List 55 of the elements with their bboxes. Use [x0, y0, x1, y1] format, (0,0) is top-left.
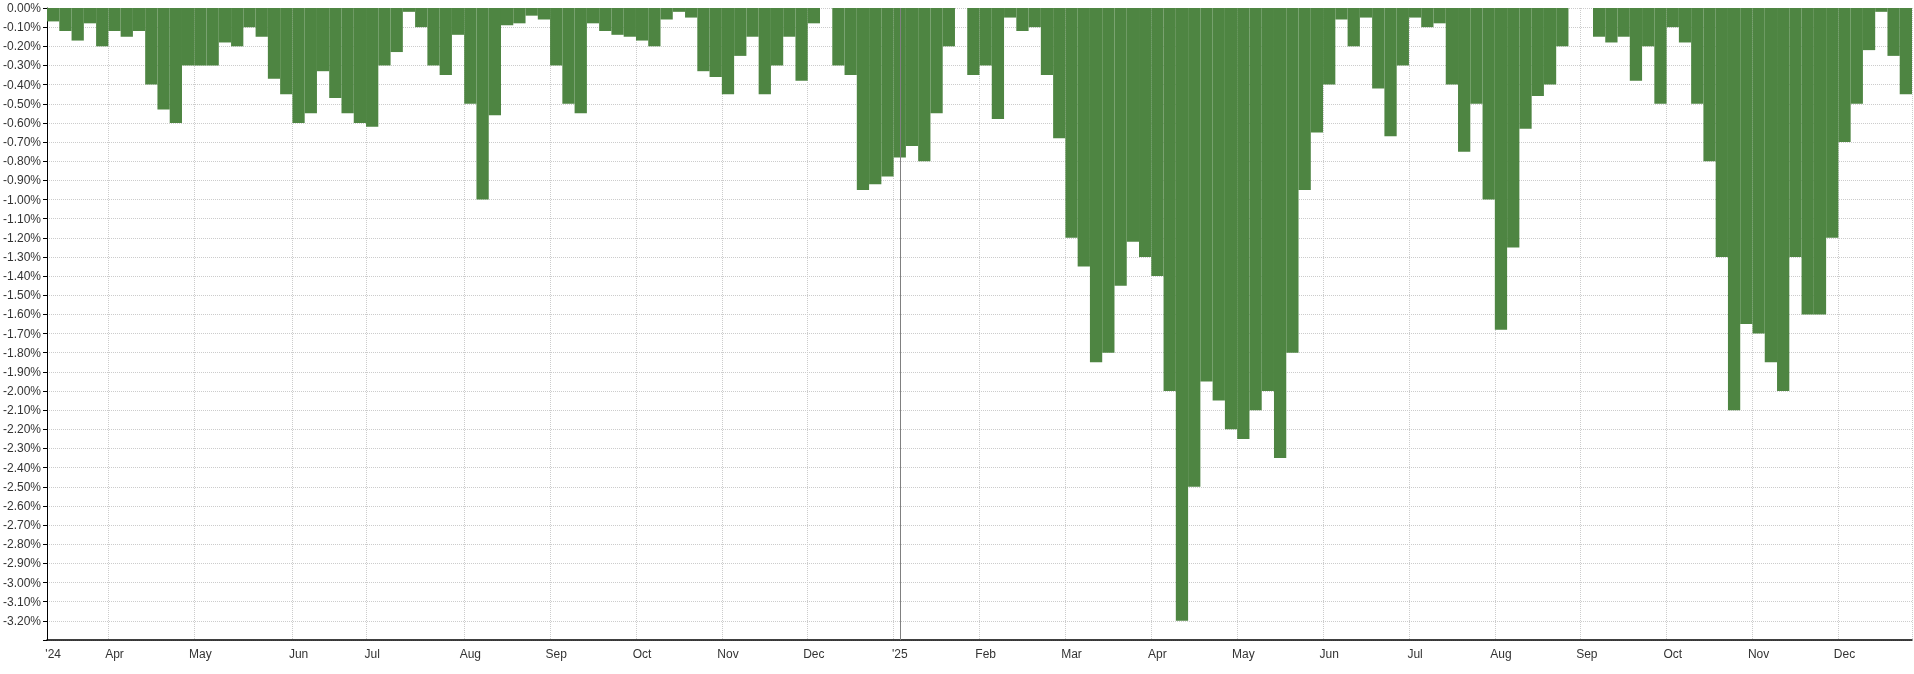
y-tick-label: -2.20%: [2, 422, 42, 437]
x-tick-label: '24: [45, 647, 62, 661]
x-tick-label: Sep: [1576, 647, 1598, 661]
x-tick-label: Oct: [632, 647, 653, 661]
x-tick-label: '25: [891, 647, 908, 661]
y-tick-label: -2.80%: [2, 537, 42, 552]
y-tick-label: -2.70%: [2, 518, 42, 533]
x-tick-label: Oct: [1663, 647, 1683, 661]
y-tick-label: -1.70%: [2, 326, 42, 341]
y-tick-label: -0.70%: [2, 135, 42, 150]
x-tick-label: Nov: [717, 647, 739, 661]
x-tick-label: Apr: [105, 647, 124, 661]
y-tick-label: -3.00%: [2, 575, 42, 590]
y-tick-label: -2.40%: [2, 460, 42, 475]
y-tick-label: -1.50%: [2, 288, 42, 303]
x-tick-label: May: [1231, 647, 1255, 661]
y-tick-label: -1.60%: [2, 307, 42, 322]
y-tick-label: -0.60%: [2, 115, 42, 130]
x-tick-label: Dec: [1833, 647, 1856, 661]
y-tick-label: -2.10%: [2, 403, 42, 418]
y-tick-label: -2.00%: [2, 384, 42, 399]
y-tick-label: -0.20%: [2, 39, 42, 54]
y-tick-label: -2.50%: [2, 479, 42, 494]
y-tick-label: -1.90%: [2, 364, 42, 379]
y-tick-label: -1.40%: [2, 269, 42, 284]
y-tick-label: -1.20%: [2, 230, 42, 245]
x-tick-label: Jun: [1319, 647, 1339, 661]
x-tick-label: Aug: [1490, 647, 1512, 661]
y-tick-label: -1.00%: [2, 192, 42, 207]
y-tick-label: -3.20%: [2, 613, 42, 628]
x-tick-label: Nov: [1747, 647, 1770, 661]
x-tick-label: Apr: [1148, 647, 1167, 661]
x-tick-label: Sep: [545, 647, 568, 661]
x-tick-label: Aug: [459, 647, 481, 661]
y-tick-label: -0.10%: [2, 20, 42, 35]
y-tick-label: -0.40%: [2, 77, 42, 92]
y-tick-label: -0.30%: [2, 58, 42, 73]
y-tick-label: -2.90%: [2, 556, 42, 571]
y-tick-label: -1.30%: [2, 249, 42, 264]
x-tick-label: Jul: [364, 647, 380, 661]
x-tick-label: Mar: [1061, 647, 1082, 661]
y-tick-label: -2.30%: [2, 441, 42, 456]
y-tick-label: -0.50%: [2, 96, 42, 111]
x-tick-label: Jun: [288, 647, 309, 661]
x-tick-label: Jul: [1407, 647, 1423, 661]
x-tick-label: Dec: [803, 647, 825, 661]
x-tick-label: Feb: [975, 647, 997, 661]
y-tick-label: -0.80%: [2, 154, 42, 169]
y-tick-label: -0.90%: [2, 173, 42, 188]
y-tick-label: -2.60%: [2, 498, 42, 513]
y-tick-label: -1.80%: [2, 345, 42, 360]
y-tick-label: 0.00%: [6, 1, 42, 15]
x-tick-label: May: [189, 647, 212, 661]
y-tick-label: -3.10%: [2, 594, 42, 609]
y-tick-label: -1.10%: [2, 211, 42, 226]
